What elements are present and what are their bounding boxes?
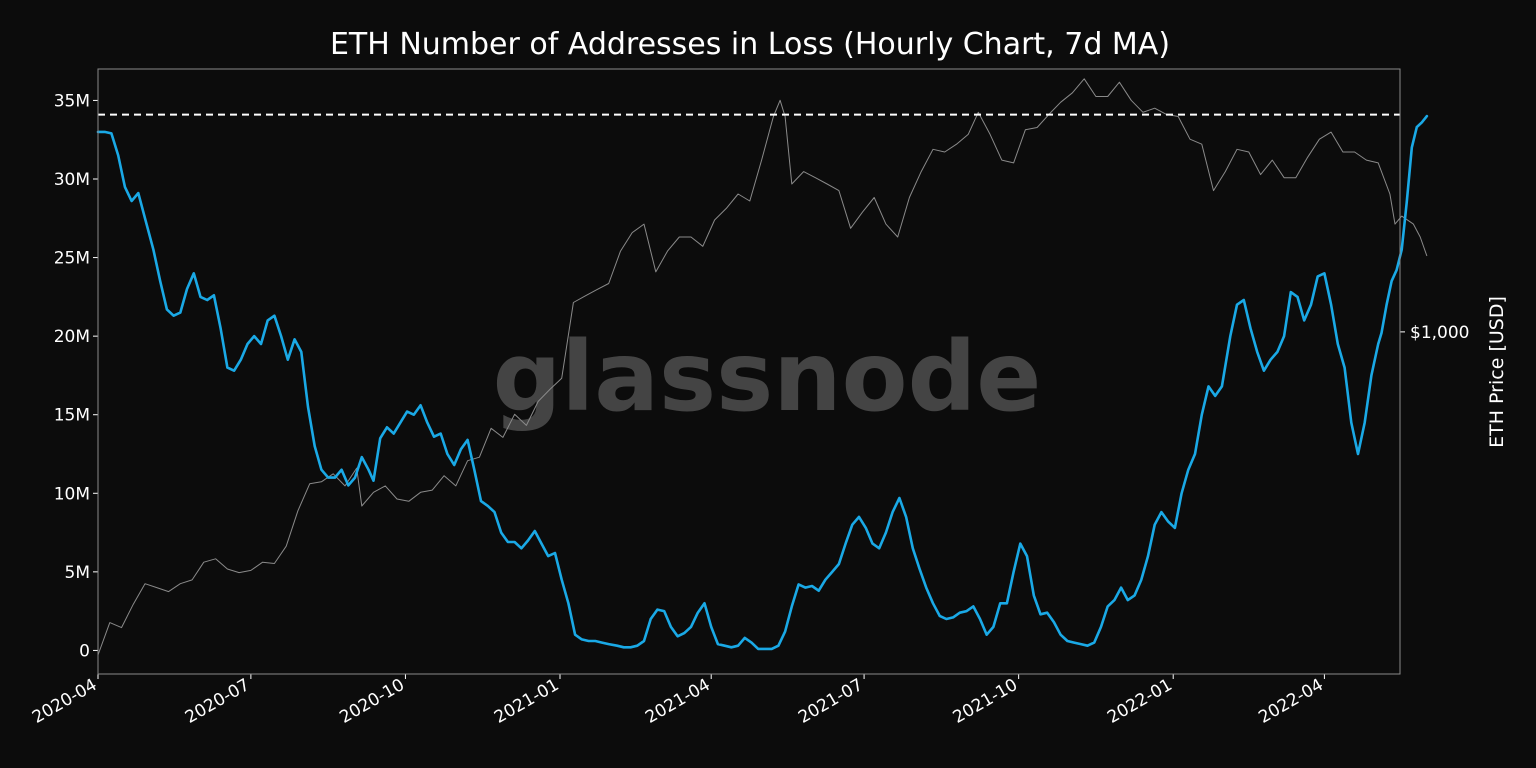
plot-frame xyxy=(97,68,1401,675)
right-tick-label: $1,000 xyxy=(1410,323,1469,343)
left-tick-label: 35M xyxy=(54,91,90,111)
left-tick-label: 5M xyxy=(65,563,90,583)
right-axis: $1,000 xyxy=(1400,323,1469,343)
left-tick-label: 25M xyxy=(54,249,90,269)
watermark-glassnode: glassnode xyxy=(493,321,1042,433)
chart-title: ETH Number of Addresses in Loss (Hourly … xyxy=(330,27,1170,62)
left-tick-label: 20M xyxy=(54,327,90,347)
left-tick-label: 10M xyxy=(54,484,90,504)
left-axis: 0 5M 10M 15M 20M 25M 30M 35M xyxy=(54,91,98,661)
right-axis-label: ETH Price [USD] xyxy=(1486,296,1508,448)
addresses-in-loss-line xyxy=(96,114,1429,651)
left-tick-label: 30M xyxy=(54,170,90,190)
left-tick-label: 0 xyxy=(79,641,90,661)
left-tick-label: 15M xyxy=(54,406,90,426)
plot-area xyxy=(96,78,1429,656)
